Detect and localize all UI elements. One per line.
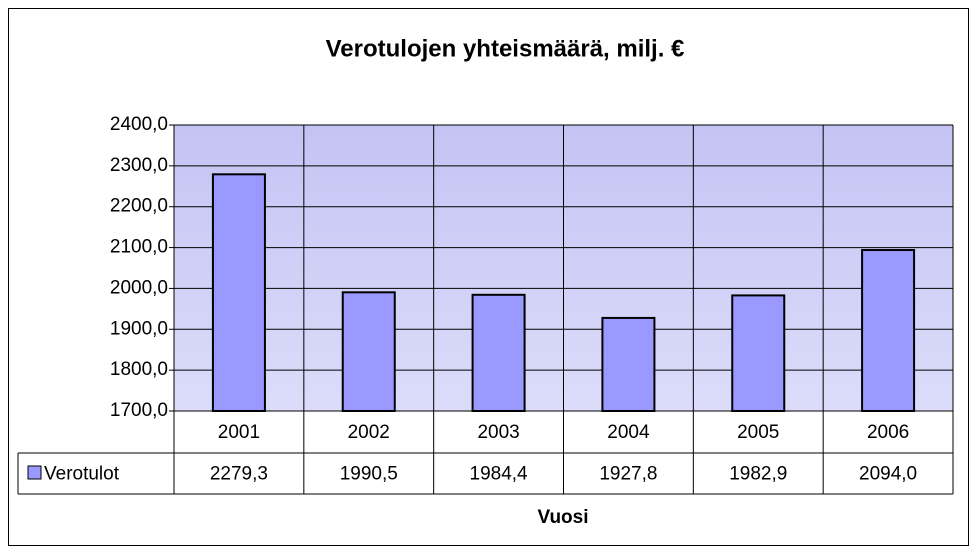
x-tick-label: 2001 [218,422,260,443]
bar [341,291,396,412]
y-tick-label: 2000,0 [110,277,168,298]
bar [861,249,916,412]
bar [471,293,526,412]
y-tick-label: 2300,0 [110,155,168,176]
x-tick-label: 2003 [477,422,519,443]
x-tick-label: 2004 [607,422,650,443]
legend-swatch [27,465,42,480]
table-value: 1982,9 [729,464,787,485]
x-tick-label: 2005 [737,422,779,443]
x-tick-label: 2006 [867,422,909,443]
legend-label: Verotulot [44,464,120,485]
y-tick-label: 2200,0 [110,196,168,217]
table-value: 1927,8 [599,464,657,485]
table-value: 1984,4 [470,464,529,485]
table-value: 2094,0 [859,464,917,485]
y-tick-label: 1700,0 [110,400,168,421]
bar [211,173,266,412]
y-tick-label: 1900,0 [110,318,168,339]
y-tick-label: 2100,0 [110,237,168,258]
bar [601,316,656,412]
y-tick-label: 1800,0 [110,359,168,380]
bar [731,294,786,412]
chart-title: Verotulojen yhteismäärä, milj. € [326,35,685,62]
x-axis-title: Vuosi [537,507,588,528]
table-value: 2279,3 [210,464,268,485]
table-value: 1990,5 [340,464,398,485]
x-tick-label: 2002 [348,422,390,443]
y-tick-label: 2400,0 [110,114,168,135]
